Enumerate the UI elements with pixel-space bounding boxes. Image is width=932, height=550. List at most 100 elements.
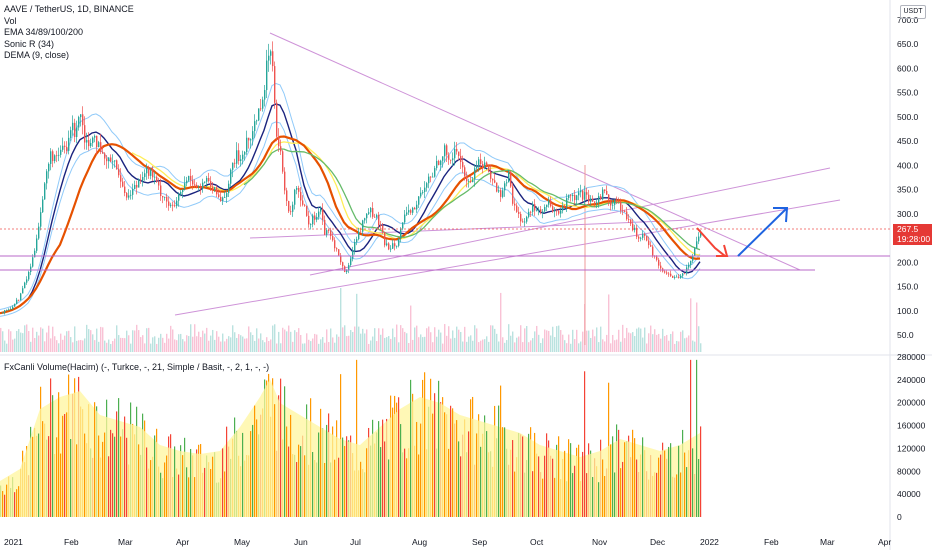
volume-histogram-bar — [26, 324, 28, 352]
candle-body — [324, 219, 326, 235]
volume-histogram-bar — [40, 327, 42, 352]
arrow-up-right-icon — [737, 207, 789, 257]
candle-body — [176, 200, 178, 207]
candle-body — [26, 279, 28, 283]
candle-body — [666, 272, 668, 274]
symbol-title[interactable]: AAVE / TetherUS, 1D, BINANCE — [4, 4, 134, 14]
volume-bar — [150, 460, 152, 517]
candle-body — [184, 183, 186, 190]
trendline — [309, 167, 831, 276]
volume-bar — [298, 444, 300, 517]
volume-histogram-bar — [600, 326, 602, 352]
candle-body — [92, 137, 94, 144]
candle-body — [576, 195, 578, 201]
volume-histogram-bar — [478, 342, 480, 352]
time-tick-label: Apr — [878, 537, 891, 547]
candle-body — [144, 173, 146, 178]
candle-body — [526, 216, 528, 222]
candle-body — [50, 151, 52, 164]
candle-body — [250, 139, 252, 141]
volume-bar — [120, 436, 122, 517]
volume-histogram-bar — [522, 342, 524, 352]
volume-histogram-bar — [284, 329, 286, 352]
candle-body — [78, 117, 80, 128]
candle-body — [680, 275, 682, 278]
volume-histogram-bar — [304, 343, 306, 352]
volume-histogram-bar — [366, 329, 368, 352]
volume-histogram-bar — [34, 337, 36, 352]
volume-histogram-bar — [370, 340, 372, 352]
volume-histogram-bar — [608, 294, 610, 352]
volume-bar — [288, 446, 290, 517]
volume-bar — [70, 439, 72, 517]
candle-body — [226, 193, 228, 197]
candle-body — [272, 51, 274, 67]
volume-bar — [634, 438, 636, 517]
volume-histogram-bar — [488, 341, 490, 352]
volume-bar — [124, 416, 126, 517]
volume-histogram-bar — [328, 342, 330, 352]
volume-histogram-bar — [142, 335, 144, 352]
volume-bar — [512, 440, 514, 517]
candle-body — [180, 192, 182, 195]
volume-bar — [622, 461, 624, 517]
volume-histogram-bar — [564, 340, 566, 352]
volume-histogram-bar — [230, 337, 232, 352]
candle-body — [320, 208, 322, 212]
volume-bar — [568, 439, 570, 517]
candle-body — [568, 195, 570, 198]
legend-sonic[interactable]: Sonic R (34) — [4, 38, 55, 49]
candle-body — [506, 182, 508, 184]
volume-histogram-bar — [430, 332, 432, 352]
candle-body — [538, 209, 540, 211]
volume-bar — [684, 452, 686, 517]
price-axis[interactable]: 700.0 650.0 600.0 550.0 500.0 450.0 400.0 350.0… — [897, 15, 919, 340]
volume-histogram-bar — [544, 329, 546, 352]
volume-histogram-bar — [694, 341, 696, 352]
volume-tick-label: 80000 — [897, 466, 921, 476]
candle-body — [52, 151, 54, 162]
candle-body — [652, 246, 654, 256]
candle-body — [88, 140, 90, 147]
candle-body — [268, 55, 270, 61]
volume-histogram-bar — [258, 338, 260, 352]
candle-body — [140, 179, 142, 181]
volume-bar — [420, 423, 422, 517]
candle-body — [82, 114, 84, 126]
volume-axis[interactable]: 280000 240000 200000 160000 120000 80000 40000… — [897, 352, 926, 522]
volume-bar — [48, 436, 50, 517]
volume-histogram-bar — [38, 335, 40, 352]
volume-histogram-bar — [4, 340, 6, 352]
volume-bar — [222, 448, 224, 517]
volume-histogram-bar — [108, 339, 110, 352]
candle-body — [356, 239, 358, 243]
volume-bar — [438, 380, 440, 517]
volume-bar — [32, 436, 34, 517]
volume-histogram-bar — [684, 338, 686, 352]
time-axis[interactable]: 2021 Feb Mar Apr May Jun Jul Aug Sep Oct Nov Dec 202… — [4, 537, 891, 547]
volume-bar — [458, 441, 460, 517]
volume-histogram-bar — [222, 333, 224, 352]
currency-label[interactable]: USDT — [900, 5, 926, 19]
volume-histogram-bar — [698, 326, 700, 352]
legend-vol[interactable]: Vol — [4, 15, 17, 26]
candle-body — [56, 155, 58, 157]
legend-dema[interactable]: DEMA (9, close) — [4, 50, 70, 60]
bar-countdown: 19:28:00 — [897, 234, 931, 244]
candle-body — [40, 212, 42, 227]
volume-histogram-bar — [342, 327, 344, 352]
price-tick-label: 150.0 — [897, 282, 919, 292]
legend-ema[interactable]: EMA 34/89/100/200 — [4, 27, 84, 37]
candle-body — [414, 207, 416, 210]
volume-bar — [300, 446, 302, 517]
volume-bar — [250, 431, 252, 517]
volume-bar — [656, 472, 658, 517]
candle-body — [4, 310, 6, 313]
candle-body — [200, 186, 202, 189]
volume-histogram-bar — [672, 331, 674, 352]
legend-fx-volume[interactable]: FxCanli Volume(Hacim) (-, Turkce, -, 21,… — [4, 362, 270, 372]
legend: AAVE / TetherUS, 1D, BINANCE Vol EMA 34/… — [4, 4, 134, 62]
candle-body — [328, 230, 330, 231]
volume-bar — [226, 426, 228, 517]
